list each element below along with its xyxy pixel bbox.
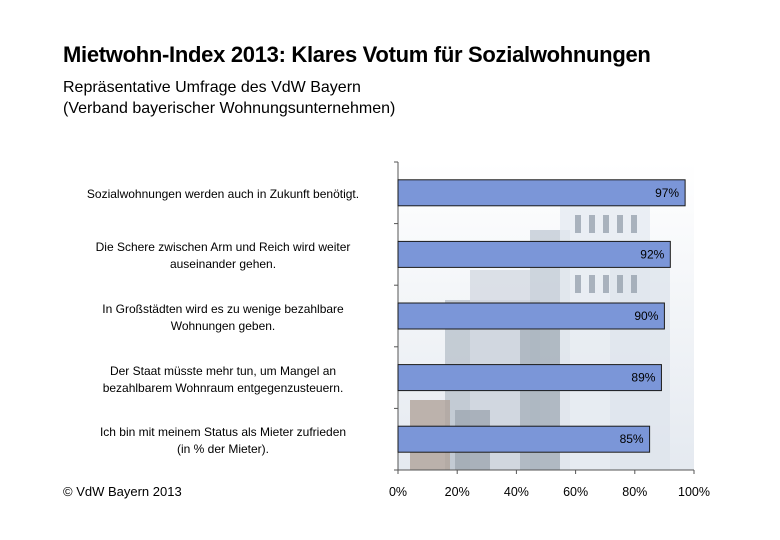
window-shape (575, 275, 581, 293)
category-label-line: (in % der Mieter). (176, 442, 270, 457)
bar-value-label: 97% (655, 186, 679, 200)
bar (397, 364, 662, 392)
bar-value-label: 89% (631, 371, 655, 385)
x-tick-label: 20% (445, 485, 470, 499)
category-label-line: In Großstädten wird es zu wenige bezahlb… (102, 302, 344, 316)
window-shape (617, 275, 623, 293)
category-label: Der Staat müsste mehr tun, um Mangel an b… (58, 363, 388, 397)
window-shape (589, 215, 595, 233)
window-shape (631, 215, 637, 233)
bar (397, 179, 686, 207)
window-shape (589, 275, 595, 293)
x-tick-label: 40% (504, 485, 529, 499)
category-label-line: auseinander gehen. (169, 257, 277, 272)
window-shape (617, 215, 623, 233)
window-shape (603, 275, 609, 293)
bar-value-label: 85% (620, 432, 644, 446)
bar (397, 240, 671, 268)
x-tick-label: 0% (389, 485, 407, 499)
subtitle-line-2: (Verband bayerischer Wohnungsunternehmen… (63, 100, 396, 117)
copyright-notice: © VdW Bayern 2013 (63, 484, 182, 499)
category-label-line: bezahlbarem Wohnraum entgegenzusteuern. (102, 380, 344, 395)
category-label-line: Sozialwohnungen werden auch in Zukunft b… (86, 187, 360, 202)
bar (397, 425, 651, 453)
category-label: In Großstädten wird es zu wenige bezahlb… (58, 301, 388, 335)
window-shape (603, 215, 609, 233)
category-label-line: Der Staat müsste mehr tun, um Mangel an (109, 363, 337, 378)
bar (397, 302, 665, 330)
bar-value-label: 90% (634, 309, 658, 323)
category-label: Ich bin mit meinem Status als Mieter zuf… (58, 424, 388, 458)
category-label-line: Ich bin mit meinem Status als Mieter zuf… (99, 425, 347, 440)
x-tick-label: 80% (622, 485, 647, 499)
window-shape (575, 215, 581, 233)
category-label-line: Wohnungen geben. (170, 319, 276, 333)
category-label: Sozialwohnungen werden auch in Zukunft b… (58, 186, 388, 203)
window-shape (631, 275, 637, 293)
bar-value-label: 92% (640, 247, 664, 261)
category-label: Die Schere zwischen Arm und Reich wird w… (58, 239, 388, 273)
category-label-line: Die Schere zwischen Arm und Reich wird w… (95, 240, 351, 255)
x-tick-label: 100% (678, 485, 710, 499)
subtitle-line-1: Repräsentative Umfrage des VdW Bayern (63, 79, 361, 96)
chart-title: Mietwohn-Index 2013: Klares Votum für So… (63, 42, 651, 67)
x-tick-label: 60% (563, 485, 588, 499)
chart-subtitle: Repräsentative Umfrage des VdW Bayern (V… (63, 77, 395, 119)
